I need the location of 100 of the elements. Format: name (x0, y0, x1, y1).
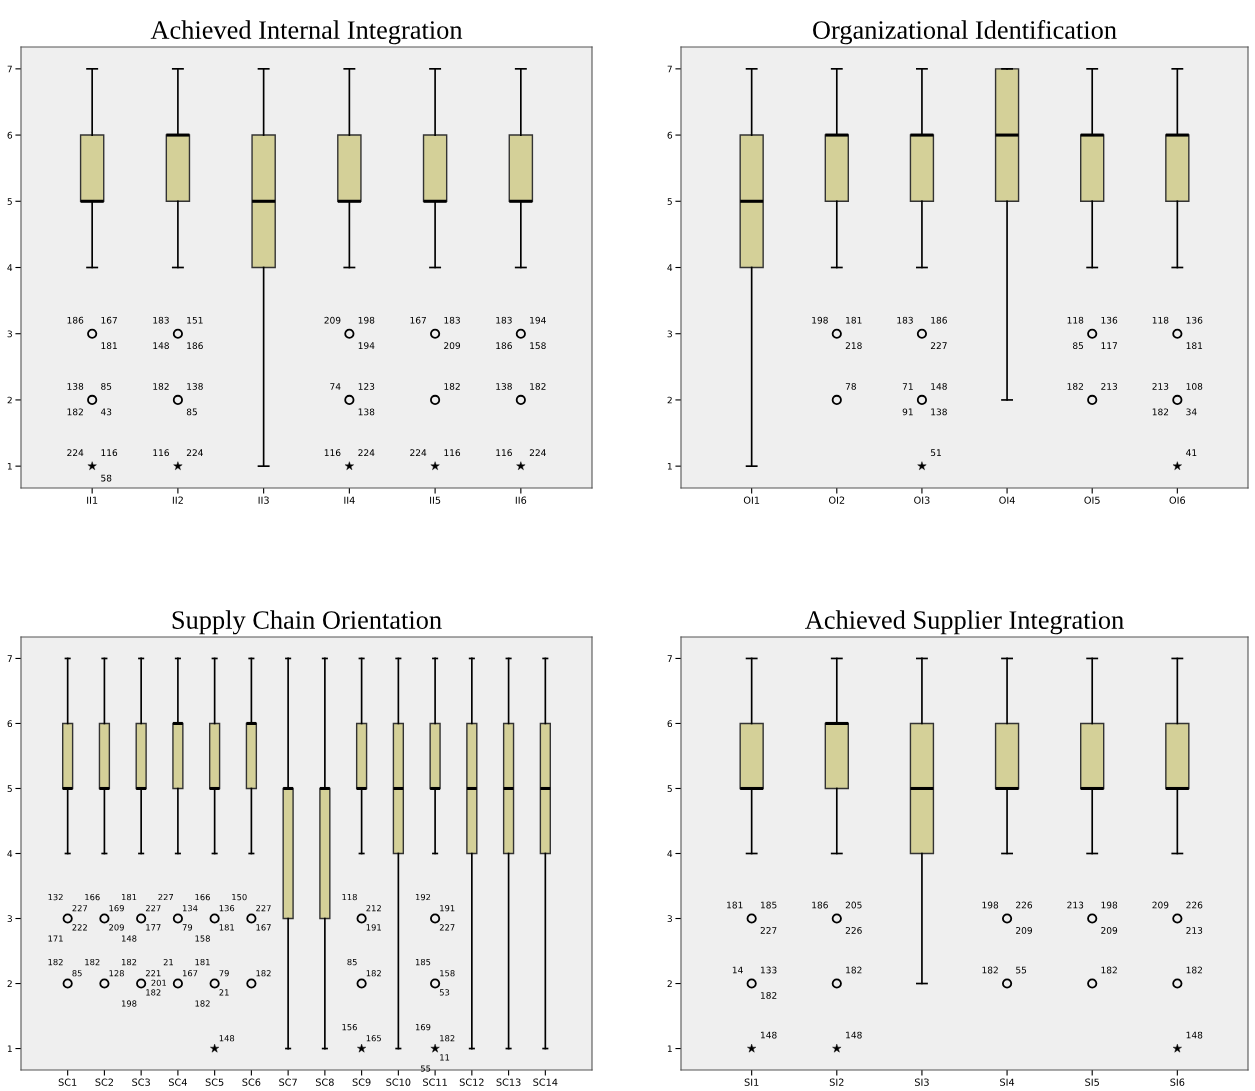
annotation: 182 (67, 408, 83, 416)
annotation: 194 (530, 316, 546, 324)
annotation: 186 (812, 901, 828, 909)
annotation: 181 (1186, 342, 1203, 350)
annotation: 183 (444, 316, 460, 324)
annotation: 151 (187, 316, 203, 324)
annotation: 79 (219, 970, 229, 977)
annotation: 209 (1101, 927, 1118, 934)
annotation: 226 (1016, 901, 1033, 909)
x-tick-label: SC4 (168, 1078, 187, 1086)
annotation: 123 (358, 383, 375, 390)
y-tick-label: 1 (667, 463, 672, 470)
annotation: 181 (219, 924, 234, 931)
y-tick-label: 4 (667, 850, 673, 857)
x-tick-label: SI6 (1170, 1078, 1185, 1086)
annotation: 148 (1186, 1031, 1203, 1039)
annotation: 148 (846, 1031, 862, 1039)
y-tick-label: 6 (667, 720, 673, 728)
annotation: 192 (415, 893, 431, 901)
annotation: 213 (1067, 901, 1084, 909)
annotation: 116 (324, 449, 341, 457)
x-tick-label: SC12 (459, 1078, 484, 1086)
annotation: 85 (186, 408, 197, 416)
annotation: 181 (846, 316, 862, 324)
annotation: 198 (358, 316, 375, 324)
x-tick-label: OI6 (1169, 496, 1186, 504)
annotation: 186 (496, 342, 512, 350)
y-tick-label: 2 (667, 396, 672, 404)
x-tick-label: SC3 (132, 1078, 150, 1086)
y-tick-label: 6 (7, 720, 13, 728)
annotation: 209 (1016, 927, 1032, 934)
annotation: 227 (256, 905, 271, 912)
annotation: 183 (496, 316, 512, 324)
annotation: 21 (163, 958, 173, 966)
annotation: 134 (182, 905, 198, 912)
annotation: 182 (256, 970, 271, 977)
annotation: 198 (812, 316, 828, 324)
annotation: 79 (182, 924, 193, 931)
annotation: 171 (48, 935, 63, 942)
annotation: 128 (109, 970, 124, 977)
annotation: 136 (219, 905, 235, 912)
y-tick-label: 5 (667, 198, 672, 205)
annotation: 182 (85, 958, 100, 966)
x-tick-label: SC5 (205, 1078, 224, 1086)
chart-title: Supply Chain Orientation (172, 610, 442, 635)
x-tick-label: SC10 (386, 1078, 411, 1086)
annotation: 148 (121, 935, 137, 942)
x-tick-label: II3 (258, 496, 269, 504)
annotation: 213 (1186, 927, 1203, 934)
annotation: 185 (415, 958, 431, 966)
annotation: 227 (72, 905, 88, 912)
x-tick-label: II6 (515, 496, 527, 504)
y-tick-label: 4 (667, 264, 673, 271)
x-tick-label: SC6 (242, 1078, 261, 1086)
annotation: 85 (101, 383, 112, 390)
x-tick-label: OI4 (999, 496, 1015, 504)
chart-title: Achieved Internal Integration (150, 20, 463, 45)
annotation: 227 (760, 927, 777, 934)
annotation: 182 (846, 966, 862, 974)
annotation: 150 (232, 893, 247, 901)
annotation: 198 (982, 901, 999, 909)
annotation: 78 (845, 383, 856, 390)
x-tick-label: II1 (87, 496, 98, 504)
y-tick-label: 6 (7, 131, 13, 139)
annotation: 118 (1067, 316, 1084, 324)
annotation: 167 (101, 316, 117, 324)
annotation: 158 (530, 342, 546, 350)
annotation: 227 (158, 893, 174, 901)
annotation: 169 (415, 1023, 431, 1031)
annotation: 221 (145, 970, 161, 977)
annotation: 183 (153, 316, 169, 324)
annotation: 136 (1186, 316, 1203, 324)
x-tick-label: II5 (430, 496, 441, 504)
annotation: 227 (145, 905, 161, 912)
annotation: 198 (1101, 901, 1118, 909)
x-tick-label: OI3 (914, 496, 930, 504)
x-tick-label: SC14 (533, 1078, 558, 1086)
y-tick-label: 3 (7, 915, 12, 923)
y-tick-label: 7 (7, 65, 12, 73)
annotation: 212 (366, 905, 381, 912)
x-tick-label: SC13 (496, 1078, 521, 1086)
annotation: 201 (151, 979, 167, 986)
annotation: 186 (931, 316, 947, 324)
annotation: 58 (101, 474, 112, 482)
annotation: 177 (146, 924, 161, 931)
annotation: 209 (444, 342, 461, 350)
x-tick-label: SC2 (95, 1078, 114, 1086)
annotation: 182 (760, 992, 777, 999)
annotation: 167 (256, 924, 271, 931)
chart-title: Organizational Identification (813, 20, 1117, 45)
annotation: 74 (330, 383, 341, 390)
x-tick-label: II4 (344, 496, 355, 504)
annotation: 181 (121, 893, 137, 901)
annotation: 85 (1072, 342, 1084, 350)
annotation: 116 (101, 449, 118, 457)
annotation: 182 (1152, 408, 1169, 416)
annotation: 138 (931, 408, 947, 416)
y-tick-label: 1 (7, 463, 12, 470)
annotation: 167 (410, 316, 426, 324)
annotation: 191 (440, 905, 455, 912)
